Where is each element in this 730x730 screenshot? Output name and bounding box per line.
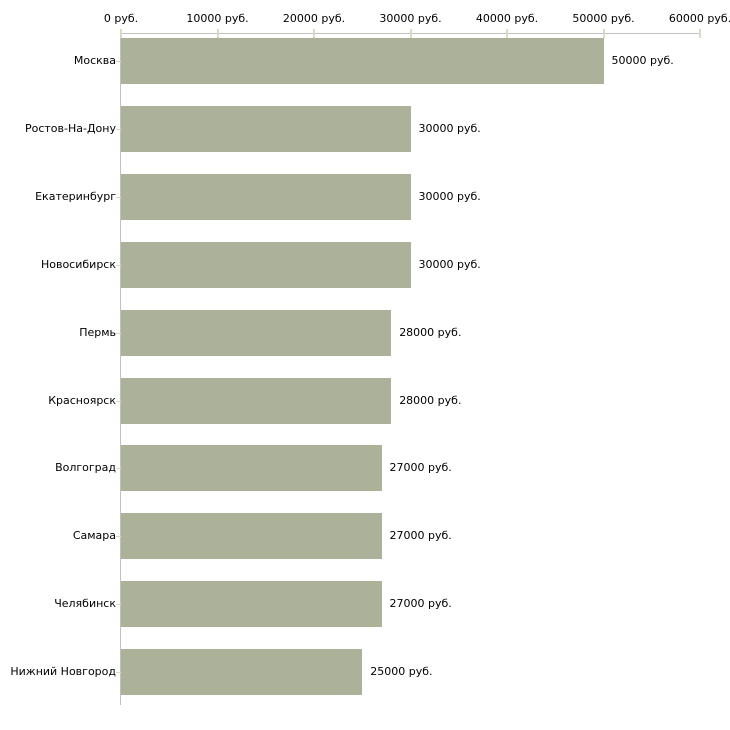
category-label: Волгоград xyxy=(55,461,116,475)
category-label: Екатеринбург xyxy=(35,189,116,203)
x-tick-label: 20000 руб. xyxy=(282,12,346,25)
category-tick xyxy=(116,61,121,62)
x-tick-label: 0 руб. xyxy=(103,12,139,25)
bar xyxy=(121,649,363,696)
bar xyxy=(121,445,382,492)
category-label: Ростов-На-Дону xyxy=(24,121,116,135)
bar xyxy=(121,173,411,220)
category-tick xyxy=(116,196,121,198)
category-label: Новосибирск xyxy=(40,257,116,271)
x-tick-label: 30000 руб. xyxy=(379,12,442,25)
category-label: Самара xyxy=(72,529,116,543)
bar-value-label: 27000 руб. xyxy=(389,529,452,543)
bar-value-label: 28000 руб. xyxy=(399,325,462,339)
category-label: Москва xyxy=(73,54,116,67)
bar-value-label: 30000 руб. xyxy=(418,121,481,135)
category-label: Пермь xyxy=(79,325,116,339)
x-tick-label: 60000 руб. xyxy=(668,12,730,25)
bar-value-label: 30000 руб. xyxy=(418,257,481,271)
x-tick-label: 10000 руб. xyxy=(186,12,249,25)
category-tick xyxy=(116,536,121,538)
category-tick xyxy=(116,468,121,470)
bar xyxy=(121,513,382,560)
bar-value-label: 25000 руб. xyxy=(370,665,433,679)
bar-value-label: 28000 руб. xyxy=(399,393,462,407)
x-tick-label: 40000 руб. xyxy=(475,12,539,25)
category-label: Челябинск xyxy=(54,597,116,611)
bar xyxy=(121,38,604,84)
y-axis-line xyxy=(120,33,121,705)
x-tick xyxy=(313,29,315,38)
category-tick xyxy=(116,332,121,334)
x-tick xyxy=(602,29,605,38)
category-label: Нижний Новгород xyxy=(10,665,116,679)
bar-value-label: 50000 руб. xyxy=(611,54,674,67)
bar-value-label: 30000 руб. xyxy=(418,189,481,203)
bar xyxy=(121,581,382,628)
bar-value-label: 27000 руб. xyxy=(389,461,452,475)
x-tick xyxy=(506,29,508,38)
bar-value-label: 27000 руб. xyxy=(389,597,452,611)
category-tick xyxy=(116,672,121,674)
bar xyxy=(121,241,411,288)
x-tick xyxy=(120,29,122,38)
bar xyxy=(121,377,392,424)
x-tick xyxy=(216,29,219,38)
bar xyxy=(121,105,411,152)
x-tick-label: 50000 руб. xyxy=(572,12,635,25)
x-tick xyxy=(409,29,412,38)
category-label: Красноярск xyxy=(48,393,116,407)
category-tick xyxy=(116,400,121,402)
category-tick xyxy=(116,604,121,606)
category-tick xyxy=(116,128,121,130)
bar xyxy=(121,309,392,356)
category-tick xyxy=(116,264,121,266)
x-tick xyxy=(699,29,701,38)
